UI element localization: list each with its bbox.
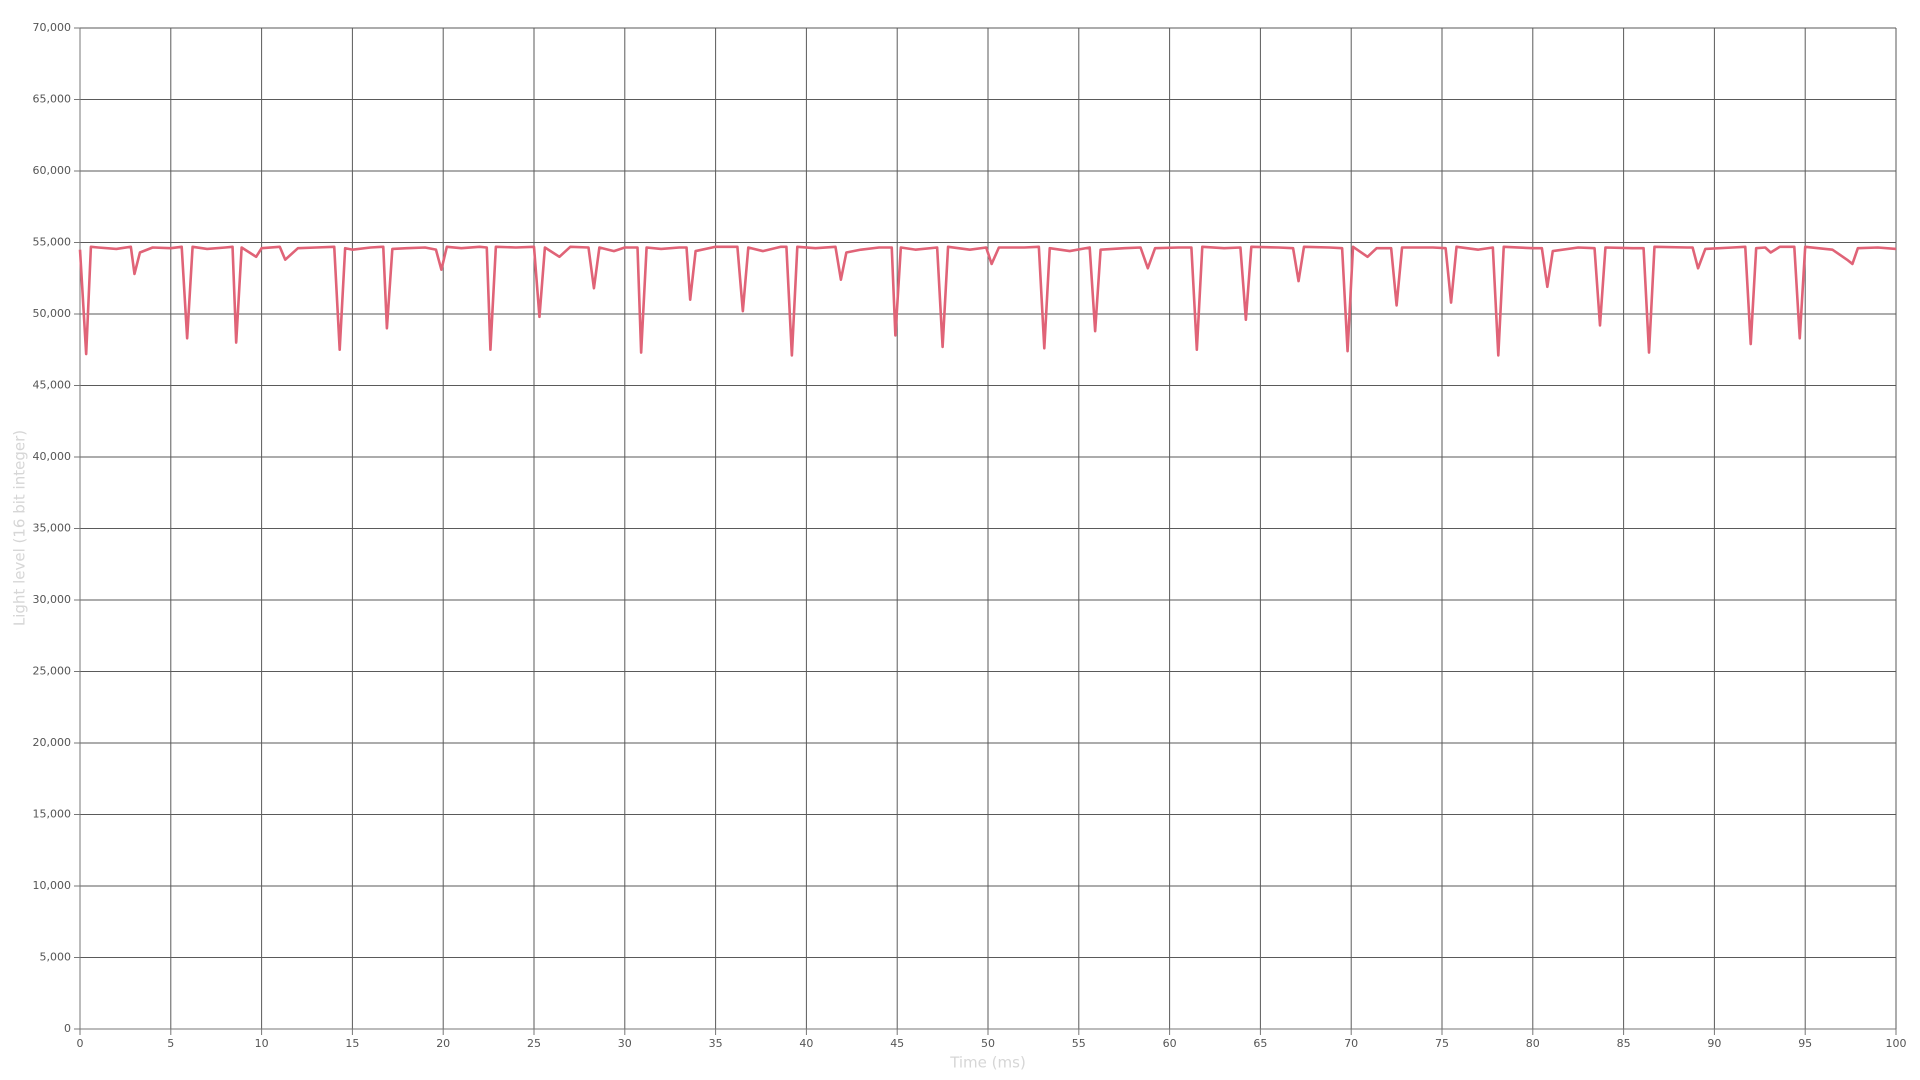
y-tick-label: 5,000 (40, 951, 72, 964)
y-tick-label: 15,000 (33, 808, 72, 821)
x-tick-label: 70 (1344, 1037, 1358, 1050)
y-tick-label: 55,000 (33, 236, 72, 249)
y-tick-label: 65,000 (33, 93, 72, 106)
x-tick-label: 55 (1072, 1037, 1086, 1050)
x-tick-label: 85 (1617, 1037, 1631, 1050)
y-tick-label: 35,000 (33, 522, 72, 535)
x-tick-label: 90 (1707, 1037, 1721, 1050)
y-tick-label: 30,000 (33, 593, 72, 606)
x-tick-label: 0 (77, 1037, 84, 1050)
x-axis-title: Time (ms) (949, 1054, 1026, 1072)
x-tick-label: 10 (255, 1037, 269, 1050)
x-tick-label: 95 (1798, 1037, 1812, 1050)
x-tick-label: 100 (1886, 1037, 1907, 1050)
y-tick-label: 60,000 (33, 164, 72, 177)
x-tick-label: 80 (1526, 1037, 1540, 1050)
x-tick-label: 75 (1435, 1037, 1449, 1050)
y-tick-label: 25,000 (33, 665, 72, 678)
y-tick-label: 0 (64, 1022, 71, 1035)
x-tick-label: 45 (890, 1037, 904, 1050)
y-tick-label: 40,000 (33, 450, 72, 463)
y-tick-label: 10,000 (33, 879, 72, 892)
x-tick-label: 50 (981, 1037, 995, 1050)
y-tick-label: 50,000 (33, 307, 72, 320)
x-tick-label: 5 (167, 1037, 174, 1050)
x-tick-label: 15 (345, 1037, 359, 1050)
x-tick-label: 65 (1253, 1037, 1267, 1050)
x-tick-label: 25 (527, 1037, 541, 1050)
y-axis-title: Light level (16 bit integer) (11, 430, 29, 626)
x-tick-label: 30 (618, 1037, 632, 1050)
y-tick-label: 20,000 (33, 736, 72, 749)
x-tick-label: 60 (1163, 1037, 1177, 1050)
data-line (78, 245, 1897, 357)
x-tick-label: 20 (436, 1037, 450, 1050)
y-tick-label: 70,000 (33, 21, 72, 34)
y-tick-label: 45,000 (33, 379, 72, 392)
x-tick-label: 35 (709, 1037, 723, 1050)
x-tick-label: 40 (799, 1037, 813, 1050)
